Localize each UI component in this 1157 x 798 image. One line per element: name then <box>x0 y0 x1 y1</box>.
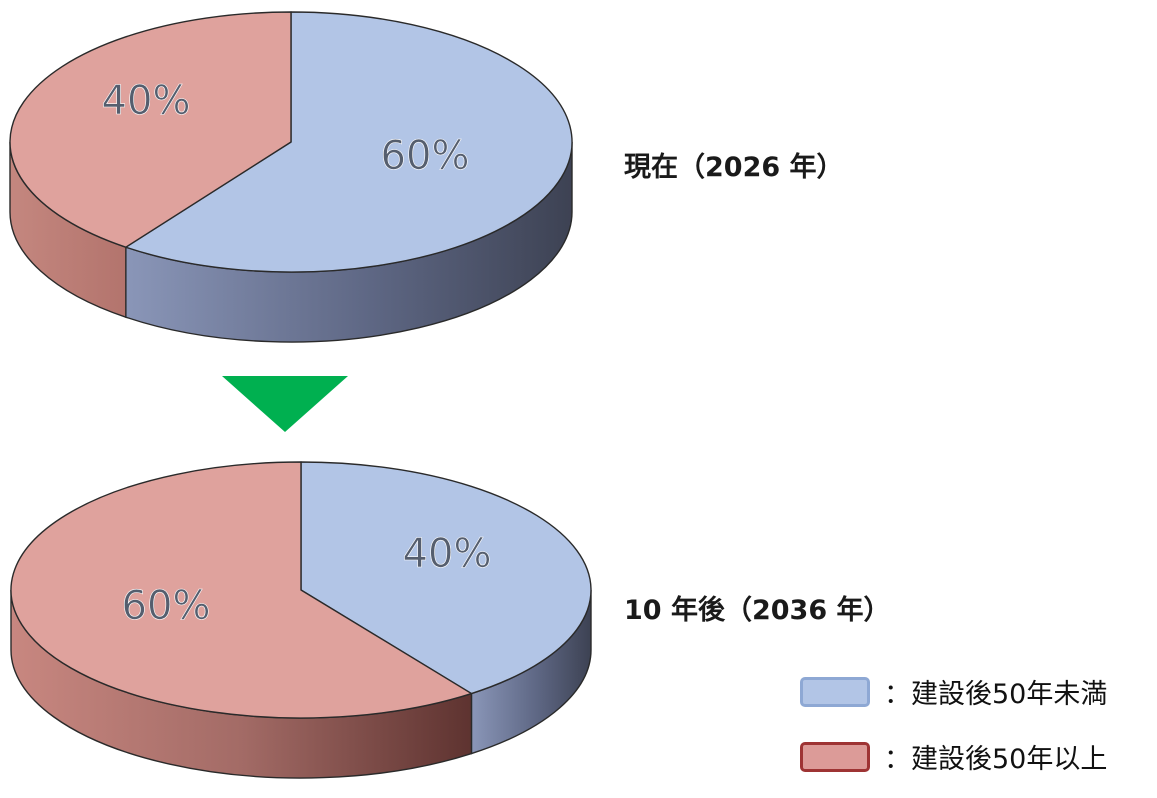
legend-item-over50: ： 建設後50年以上 <box>800 737 1107 776</box>
pie-current: 60% 40% <box>9 11 573 343</box>
legend-item-under50: ： 建設後50年未満 <box>800 672 1107 711</box>
legend-marker: ： <box>884 744 911 775</box>
pie-future: 40% 60% <box>10 461 592 779</box>
chart-title-current: 現在（2026 年） <box>624 152 844 183</box>
pie-slice-over50 <box>9 11 292 248</box>
pie-slice-under50 <box>300 461 592 695</box>
data-label-under50: 40% <box>403 531 492 577</box>
pie-slice-under50 <box>125 11 573 273</box>
data-label-over50: 60% <box>122 583 211 629</box>
data-label-under50: 60% <box>381 133 470 179</box>
chart-title-future: 10 年後（2036 年） <box>624 595 891 626</box>
legend-label-under50: 建設後50年未満 <box>911 679 1108 710</box>
data-label-over50: 40% <box>102 78 191 124</box>
legend-swatch-under50 <box>800 676 870 707</box>
legend-swatch-over50 <box>800 741 870 772</box>
pie-slice-over50 <box>10 461 473 719</box>
down-arrow-icon <box>222 376 348 432</box>
legend-marker: ： <box>884 679 911 710</box>
legend-label-over50: 建設後50年以上 <box>911 744 1108 775</box>
